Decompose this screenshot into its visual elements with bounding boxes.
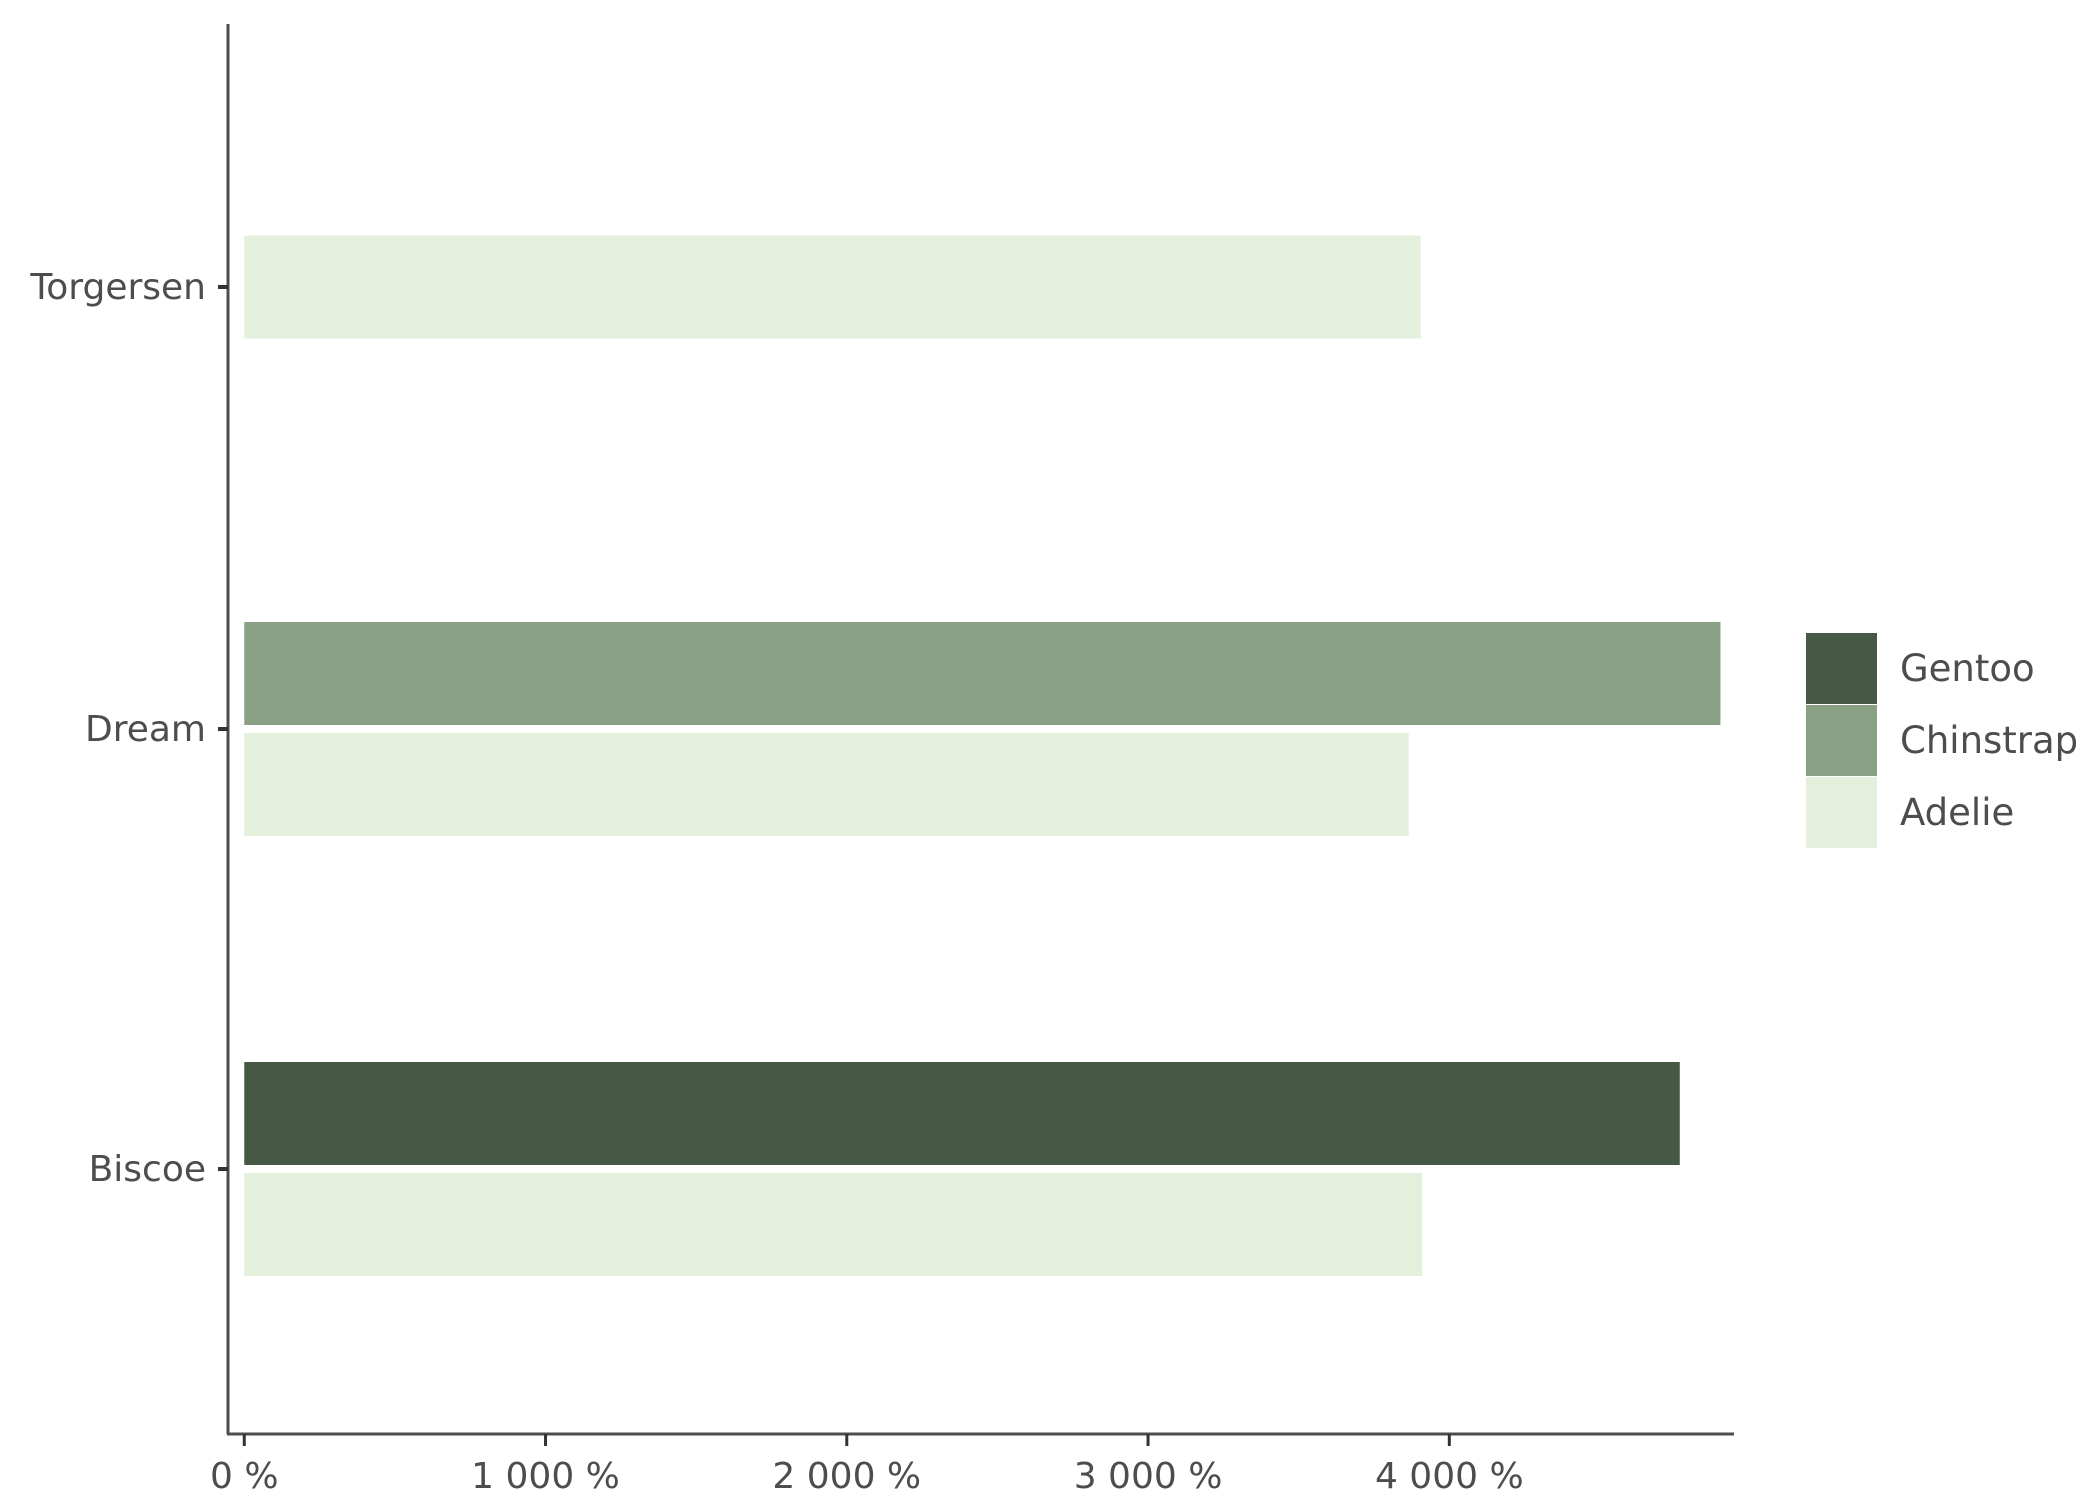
legend-key-chinstrap — [1806, 705, 1877, 776]
x-tick-label: 4 000 % — [1375, 1456, 1524, 1497]
y-tick-label: Torgersen — [29, 267, 206, 308]
legend-label: Chinstrap — [1900, 719, 2078, 762]
y-axis-ticks: Torgersen Dream Biscoe — [29, 267, 228, 1190]
y-tick-label: Biscoe — [89, 1149, 206, 1190]
bars — [244, 235, 1721, 1276]
legend-label: Adelie — [1900, 791, 2014, 834]
bar-biscoe-gentoo — [244, 1062, 1680, 1165]
bar-biscoe-adelie — [244, 1173, 1423, 1276]
x-tick-label: 3 000 % — [1074, 1456, 1223, 1497]
x-axis-ticks: 0 % 1 000 % 2 000 % 3 000 % 4 000 % — [210, 1434, 1524, 1497]
x-tick-label: 0 % — [210, 1456, 279, 1497]
legend-key-gentoo — [1806, 633, 1877, 704]
legend: Gentoo Chinstrap Adelie — [1806, 633, 2078, 848]
legend-key-adelie — [1806, 777, 1877, 848]
legend-label: Gentoo — [1900, 647, 2035, 690]
bar-dream-adelie — [244, 733, 1409, 836]
bar-torgersen-adelie — [244, 235, 1421, 339]
bar-dream-chinstrap — [244, 622, 1721, 725]
y-tick-label: Dream — [85, 709, 206, 750]
x-tick-label: 2 000 % — [772, 1456, 921, 1497]
x-tick-label: 1 000 % — [471, 1456, 620, 1497]
